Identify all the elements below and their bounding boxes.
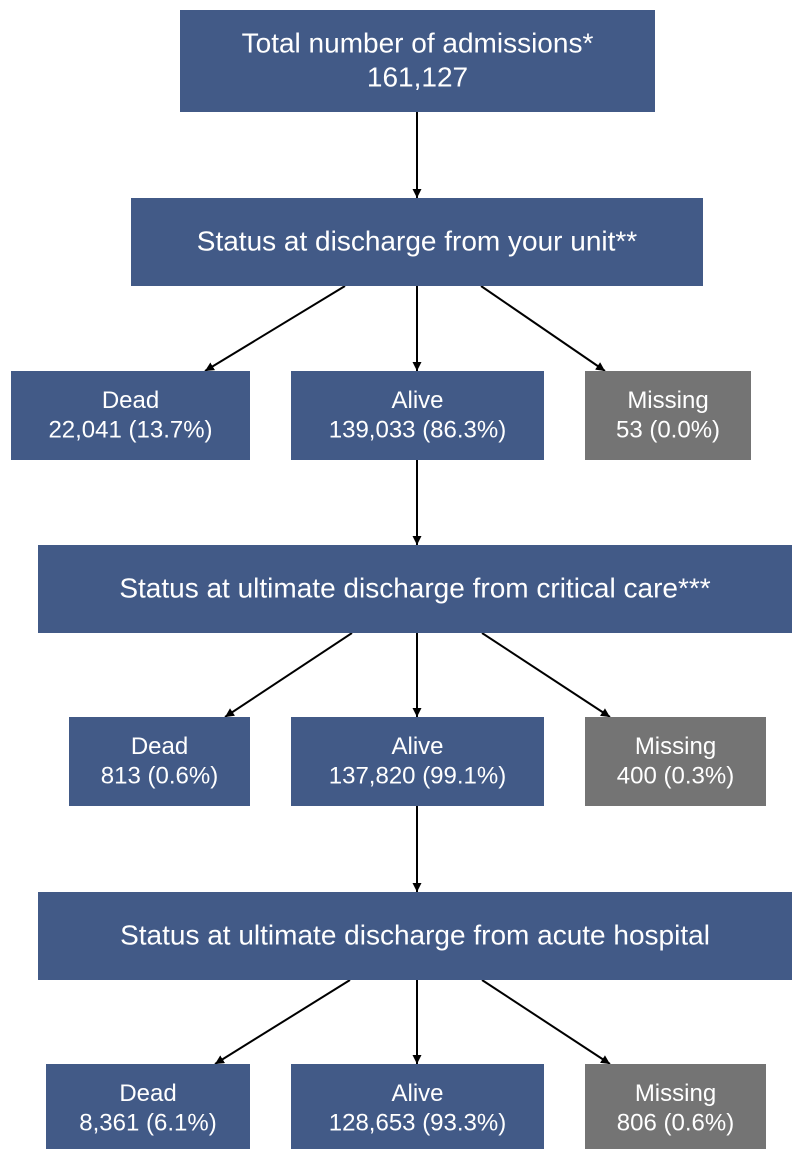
node-label: 137,820 (99.1%) (329, 762, 506, 789)
node-box (180, 10, 655, 112)
node-label: Missing (627, 387, 708, 414)
node: Status at ultimate discharge from critic… (38, 545, 792, 633)
node-box (585, 1064, 766, 1149)
node-box (585, 371, 751, 460)
node-label: Status at discharge from your unit** (197, 225, 638, 256)
node-box (38, 545, 792, 633)
node: Total number of admissions*161,127 (180, 10, 655, 112)
arrow (481, 979, 611, 1065)
node-label: Status at ultimate discharge from acute … (120, 919, 710, 950)
node-label: Dead (102, 387, 159, 414)
node-label: 53 (0.0%) (616, 416, 720, 443)
node: Status at ultimate discharge from acute … (38, 892, 792, 980)
node-label: 22,041 (13.7%) (48, 416, 212, 443)
edges (204, 112, 611, 1065)
node-label: Dead (119, 1080, 176, 1107)
node-label: Alive (391, 733, 443, 760)
node-box (131, 198, 703, 286)
node-label: 8,361 (6.1%) (79, 1109, 216, 1136)
arrow (224, 632, 353, 718)
node-label: Alive (391, 1080, 443, 1107)
node-label: 139,033 (86.3%) (329, 416, 506, 443)
node-box (291, 371, 544, 460)
node-label: 161,127 (367, 61, 468, 92)
node-box (291, 717, 544, 806)
arrow (204, 285, 346, 372)
nodes: Total number of admissions*161,127 Status… (11, 10, 792, 1149)
node-label: 128,653 (93.3%) (329, 1109, 506, 1136)
node: Status at discharge from your unit** (131, 198, 703, 286)
node-label: 806 (0.6%) (617, 1109, 734, 1136)
node-label: Alive (391, 387, 443, 414)
node-label: Missing (635, 733, 716, 760)
node-box (585, 717, 766, 806)
node-label: Status at ultimate discharge from critic… (119, 572, 710, 603)
arrow (480, 285, 606, 372)
node-label: Missing (635, 1080, 716, 1107)
node-label: Dead (131, 733, 188, 760)
node-box (11, 371, 250, 460)
arrow (481, 632, 611, 718)
node-label: 400 (0.3%) (617, 762, 734, 789)
node-label: 813 (0.6%) (101, 762, 218, 789)
node-label: Total number of admissions* (242, 27, 594, 58)
arrow (214, 979, 351, 1065)
node-box (38, 892, 792, 980)
node-box (46, 1064, 250, 1149)
node-box (291, 1064, 544, 1149)
node-box (69, 717, 250, 806)
